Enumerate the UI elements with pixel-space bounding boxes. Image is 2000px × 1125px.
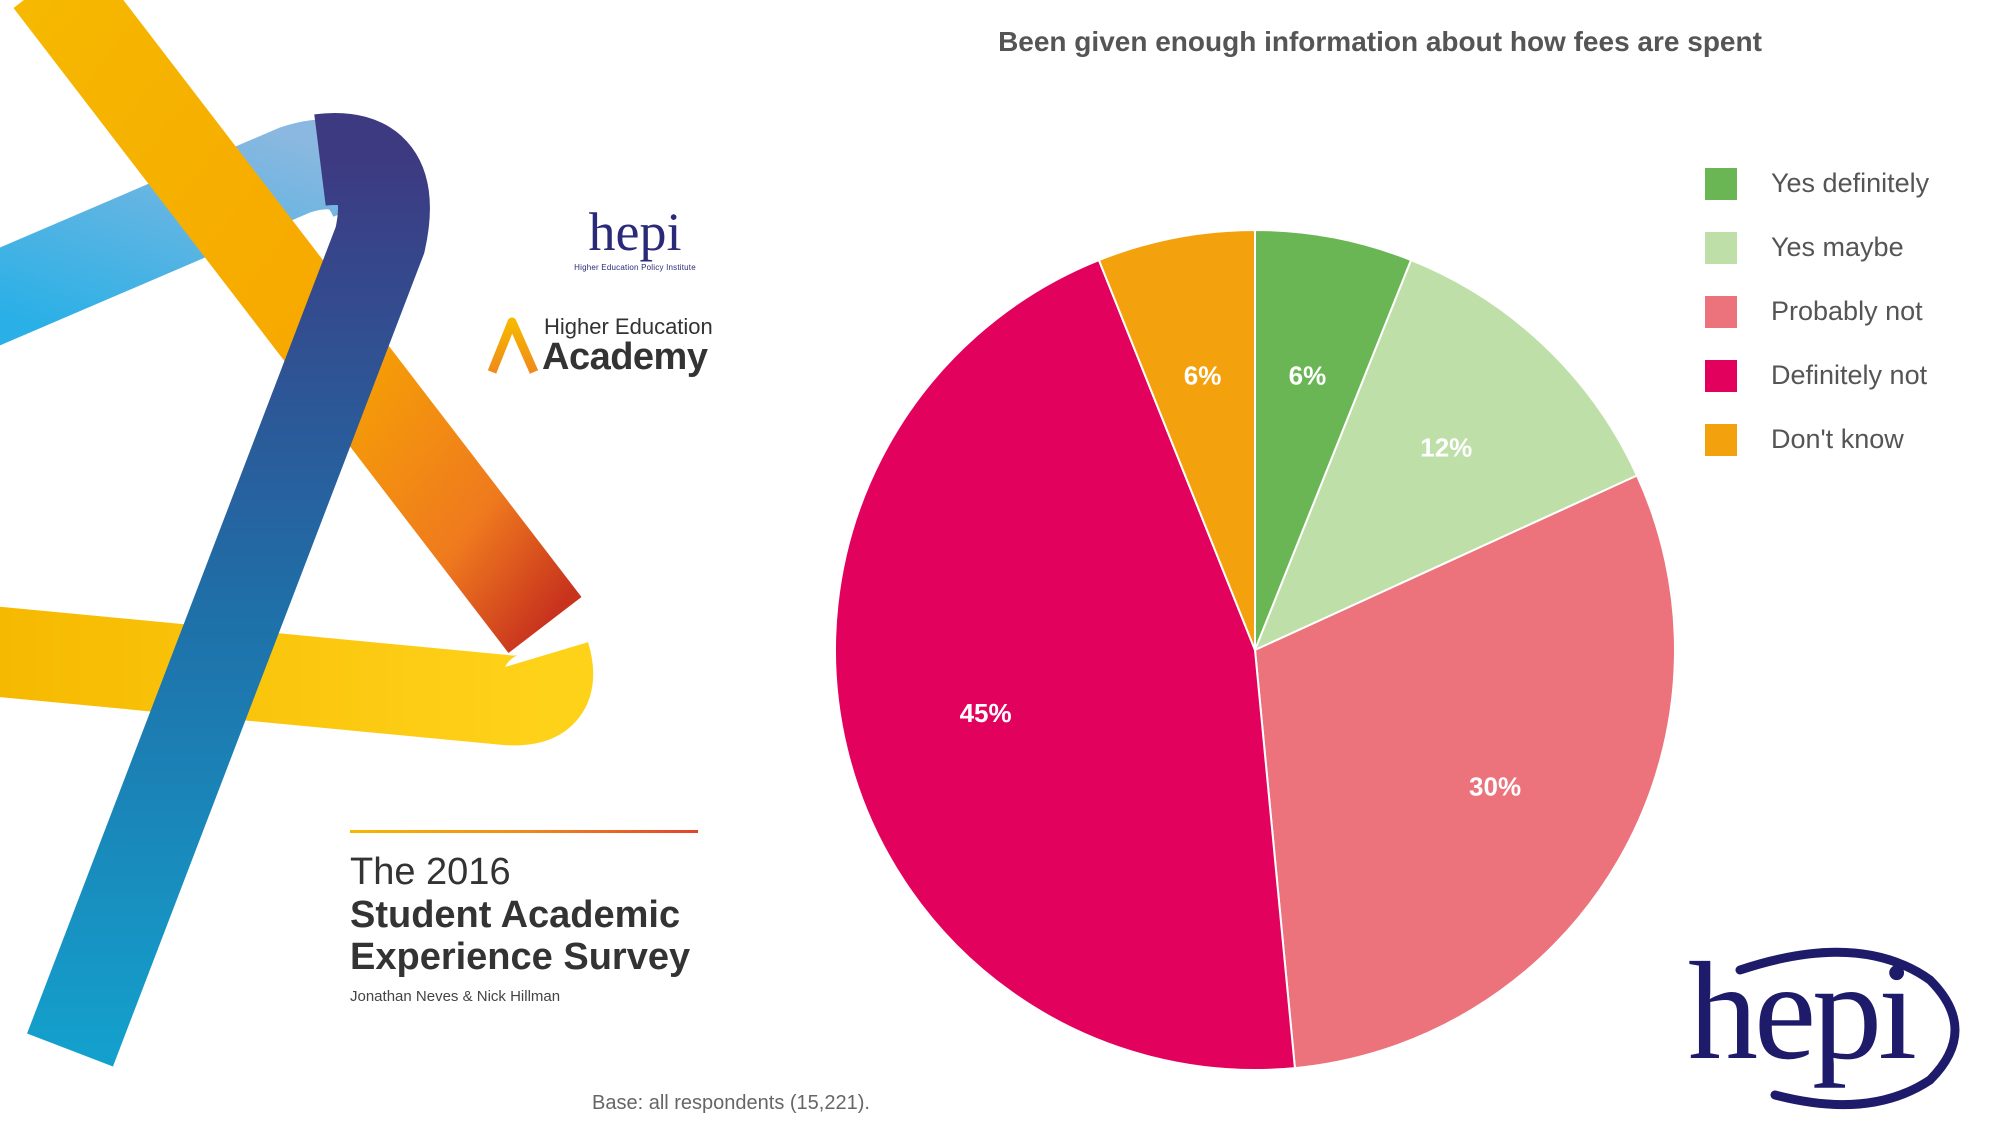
pie-slice-label: 30% — [1469, 771, 1521, 801]
hepi-logo-large-word: hepi — [1688, 934, 1917, 1089]
pie-slice — [1253, 258, 1639, 652]
hea-logo-line1: Higher Education — [544, 314, 713, 339]
report-year: The 2016 — [350, 851, 511, 893]
base-note: Base: all respondents (15,221). — [592, 1092, 870, 1114]
legend-label: Probably not — [1771, 296, 1923, 326]
report-title-line1: Student Academic — [350, 894, 681, 936]
legend-swatch — [1705, 424, 1737, 456]
hea-logo-line2: Academy — [542, 336, 708, 378]
report-title-block: The 2016 Student Academic Experience Sur… — [350, 850, 730, 1005]
pie-slice — [1097, 228, 1256, 651]
legend-swatch — [1705, 168, 1737, 200]
pie-slice-label: 45% — [960, 698, 1012, 728]
legend-swatch — [1705, 296, 1737, 328]
pie-slice-label: 6% — [1289, 361, 1327, 391]
hea-logo: Higher Education Academy — [488, 312, 718, 382]
hepi-logo-word: hepi — [588, 202, 682, 262]
report-authors: Jonathan Neves & Nick Hillman — [350, 988, 561, 1005]
legend-swatch — [1705, 232, 1737, 264]
pie-slice — [1253, 474, 1676, 1070]
ribbon-purple-blue — [27, 113, 430, 1067]
legend-swatch — [1705, 360, 1737, 392]
hepi-logo-large: hepi — [1680, 940, 1970, 1110]
hepi-logo-swoosh — [1735, 947, 1960, 1110]
pie-slice — [1254, 228, 1413, 651]
legend-label: Yes maybe — [1771, 232, 1904, 262]
report-divider — [350, 830, 698, 833]
ribbon-yellow-horizontal — [0, 606, 594, 746]
hea-logo-icon — [488, 317, 539, 374]
report-title-line2: Experience Survey — [350, 936, 691, 978]
pie-chart: 6% 12% 30% 45% 6% — [834, 228, 1676, 1071]
pie-slice-label: 6% — [1184, 361, 1222, 391]
ribbon-orange-diagonal — [13, 0, 582, 654]
hepi-logo-subtitle: Higher Education Policy Institute — [574, 263, 696, 272]
chart-title: Been given enough information about how … — [998, 26, 1762, 57]
legend-label: Definitely not — [1771, 360, 1928, 390]
legend-label: Yes definitely — [1771, 168, 1930, 198]
decorative-ribbons — [0, 0, 594, 1067]
legend-label: Don't know — [1771, 424, 1904, 454]
pie-slice — [834, 258, 1297, 1071]
hepi-logo-small: hepi Higher Education Policy Institute — [560, 205, 710, 272]
pie-slice-label: 12% — [1420, 432, 1472, 462]
